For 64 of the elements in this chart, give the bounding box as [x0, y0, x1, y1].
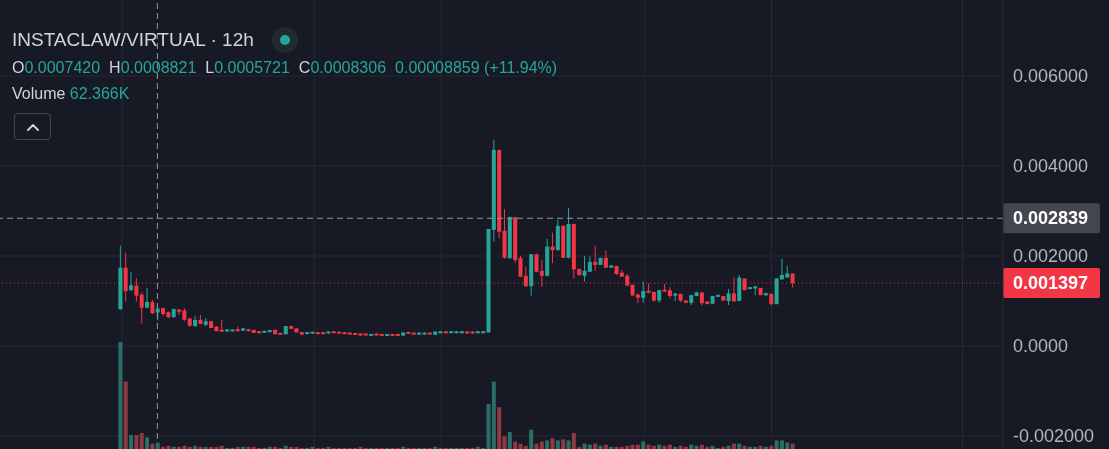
- y-tick-label: 0.0000: [1013, 335, 1069, 356]
- bar: [145, 437, 150, 449]
- bar: [507, 431, 512, 449]
- annotation: O0.0007420: [12, 59, 101, 76]
- annotation: L0.0005721: [205, 59, 290, 76]
- bar: [118, 342, 123, 449]
- annotation: C0.0008306: [298, 59, 387, 76]
- bar: [283, 445, 288, 449]
- bar: [651, 445, 656, 449]
- bar: [667, 444, 672, 449]
- bar: [737, 443, 742, 449]
- ref-line-label: 0.001397: [1013, 273, 1089, 294]
- bar: [593, 443, 598, 449]
- bar: [657, 444, 662, 449]
- bar: [561, 439, 566, 449]
- candlestick: [129, 271, 134, 292]
- bar: [555, 440, 560, 449]
- annotation: H0.0008821: [109, 59, 197, 76]
- candlestick: [737, 274, 742, 302]
- bar: [603, 444, 608, 449]
- ref-line-label: 0.002839: [1013, 208, 1089, 229]
- bar: [150, 443, 155, 449]
- candlestick: [641, 281, 646, 304]
- bar: [497, 407, 502, 449]
- bar: [731, 443, 736, 449]
- y-tick-label: 0.004000: [1013, 156, 1089, 177]
- y-tick-label: 0.006000: [1013, 66, 1089, 87]
- bar: [769, 445, 774, 449]
- bar: [502, 436, 507, 449]
- bar: [539, 441, 544, 449]
- candlestick: [763, 291, 768, 297]
- candlestick: [193, 315, 198, 328]
- candlestick: [139, 291, 144, 324]
- bar: [193, 445, 198, 449]
- candlestick: [593, 245, 598, 272]
- bar: [742, 445, 747, 449]
- y-tick-label: -0.002000: [1013, 425, 1095, 446]
- candlestick: [667, 286, 672, 299]
- bar: [139, 432, 144, 449]
- bar: [689, 444, 694, 449]
- annotation: 0.00008859 (+11.94%): [395, 59, 558, 76]
- bar: [523, 445, 528, 449]
- bar: [134, 435, 139, 449]
- bar: [566, 440, 571, 449]
- bar: [155, 442, 160, 449]
- bar: [598, 445, 603, 449]
- bar: [545, 440, 550, 449]
- bar: [758, 445, 763, 449]
- bar: [219, 445, 224, 449]
- bar: [550, 438, 555, 449]
- text: INSTACLAW/VIRTUAL · 12h: [12, 29, 254, 51]
- bar: [529, 429, 534, 449]
- bar: [129, 435, 134, 449]
- bar: [726, 445, 731, 449]
- y-tick-label: 0.002000: [1013, 245, 1089, 266]
- bar: [123, 381, 128, 449]
- annotation: Volume 62.366K: [12, 85, 130, 102]
- bar: [513, 441, 518, 449]
- bar: [694, 445, 699, 449]
- bar: [790, 443, 795, 449]
- bar: [491, 381, 496, 449]
- bar: [587, 444, 592, 449]
- bar: [635, 444, 640, 449]
- bar: [641, 441, 646, 449]
